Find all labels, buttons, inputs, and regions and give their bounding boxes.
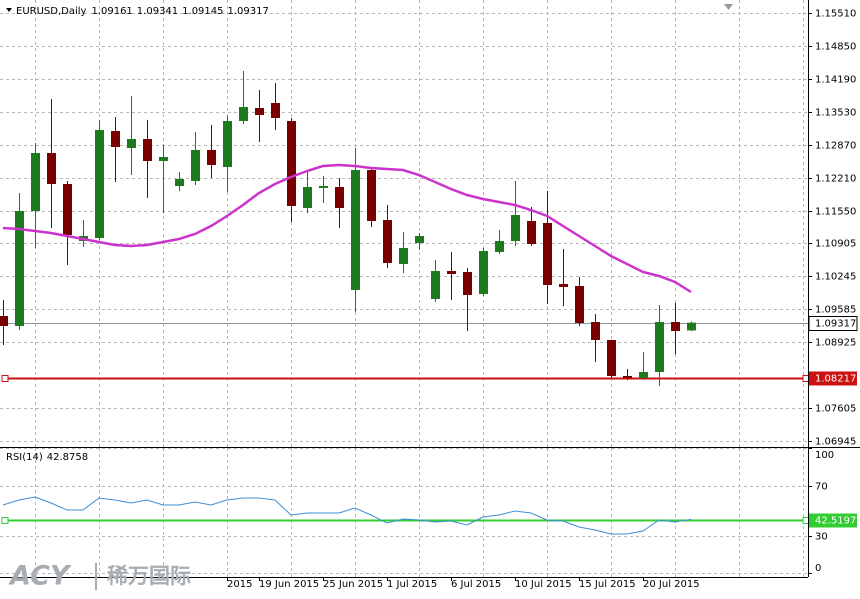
chart-header: EURUSD,Daily 1.09161 1.09341 1.09145 1.09317 xyxy=(16,6,269,17)
candle-body xyxy=(0,316,8,326)
candle-body xyxy=(255,108,264,115)
level-handle xyxy=(1,375,9,382)
candle-body xyxy=(367,170,376,221)
rsi-header: RSI(14) 42.8758 xyxy=(6,452,88,463)
price-label: 42.5197 xyxy=(815,516,856,527)
candle-body xyxy=(335,187,344,208)
open-value: 1.09161 xyxy=(91,6,132,17)
price-label-box xyxy=(809,513,857,528)
candle-body xyxy=(591,322,600,340)
candle-body xyxy=(655,322,664,372)
x-tick-label: 20 Jul 2015 xyxy=(643,579,700,590)
level-handle xyxy=(1,517,9,524)
candle-body xyxy=(527,221,536,244)
y-tick-label: 1.08925 xyxy=(815,338,856,349)
candle-body xyxy=(239,107,248,121)
candle-body xyxy=(303,187,312,208)
candle-body xyxy=(447,271,456,274)
rsi-value: 42.8758 xyxy=(47,452,88,463)
candle-body xyxy=(175,179,184,186)
candle-body xyxy=(31,153,40,211)
candle-body xyxy=(639,372,648,378)
y-tick-label: 30 xyxy=(815,532,828,543)
candle-body xyxy=(559,284,568,287)
candle-body xyxy=(287,121,296,206)
price-label-box xyxy=(808,316,858,331)
plot xyxy=(0,71,810,535)
y-tick-label: 1.10245 xyxy=(815,272,856,283)
x-tick-label: 6 Jul 2015 xyxy=(451,579,501,590)
candle-body xyxy=(623,376,632,378)
candle-body xyxy=(351,170,360,290)
symbol: EURUSD,Daily xyxy=(16,6,87,17)
watermark-brand: ACY xyxy=(8,561,72,592)
y-tick-label: 1.06945 xyxy=(815,437,856,448)
candle-body xyxy=(143,139,152,161)
y-tick-label: 1.07605 xyxy=(815,404,856,415)
candle-body xyxy=(479,251,488,294)
x-tick-label: 19 Jun 2015 xyxy=(259,579,319,590)
y-tick-label: 1.11550 xyxy=(815,207,856,218)
y-tick-label: 1.14850 xyxy=(815,42,856,53)
rsi-title: RSI(14) xyxy=(6,452,43,463)
x-tick-label: 2015 xyxy=(227,579,252,590)
candle-body xyxy=(511,215,520,241)
close-value: 1.09317 xyxy=(228,6,269,17)
y-tick-label: 1.15510 xyxy=(815,9,856,20)
y-tick-label: 100 xyxy=(815,450,834,461)
y-tick-label: 1.10905 xyxy=(815,239,856,250)
candle-body xyxy=(607,340,616,376)
x-tick-label: 15 Jul 2015 xyxy=(579,579,636,590)
y-tick-label: 1.13530 xyxy=(815,108,856,119)
rsi-line xyxy=(2,496,692,535)
symbol-marker xyxy=(6,8,12,12)
candle-body xyxy=(671,322,680,331)
candle-body xyxy=(399,248,408,264)
candle-body xyxy=(207,150,216,165)
candle-body xyxy=(463,272,472,295)
watermark: ACY 稀万国际 xyxy=(8,561,191,592)
price-label: 1.08217 xyxy=(815,374,856,385)
candle-body xyxy=(687,322,696,331)
high-value: 1.09341 xyxy=(137,6,178,17)
y-tick-label: 0 xyxy=(815,563,821,574)
candle-body xyxy=(191,150,200,181)
candle-body xyxy=(575,286,584,323)
y-tick-label: 1.14190 xyxy=(815,75,856,86)
x-tick-label: 25 Jun 2015 xyxy=(323,579,383,590)
candle-body xyxy=(415,236,424,243)
candle-body xyxy=(383,220,392,263)
candle-body xyxy=(223,121,232,167)
candle-body xyxy=(15,211,24,326)
candle-body xyxy=(319,186,328,188)
ma-line xyxy=(2,163,692,294)
candle-body xyxy=(159,157,168,161)
price-label-box xyxy=(809,371,857,386)
shift-marker xyxy=(724,4,733,10)
y-tick-label: 1.12870 xyxy=(815,141,856,152)
price-label: 1.09317 xyxy=(815,319,856,330)
low-value: 1.09145 xyxy=(182,6,223,17)
candle-body xyxy=(543,223,552,285)
candle-body xyxy=(63,184,72,235)
watermark-name: 稀万国际 xyxy=(107,564,191,588)
y-tick-label: 1.12210 xyxy=(815,174,856,185)
candle-body xyxy=(271,103,280,118)
grid xyxy=(0,0,808,577)
candle-body xyxy=(127,139,136,148)
candle-body xyxy=(95,130,104,238)
y-tick-label: 1.09585 xyxy=(815,305,856,316)
y-tick-label: 70 xyxy=(815,482,828,493)
candle-body xyxy=(111,131,120,147)
x-tick-label: 10 Jul 2015 xyxy=(515,579,572,590)
candle-body xyxy=(47,153,56,184)
candle-body xyxy=(495,241,504,252)
candle-body xyxy=(431,271,440,299)
x-tick-label: 1 Jul 2015 xyxy=(387,579,437,590)
